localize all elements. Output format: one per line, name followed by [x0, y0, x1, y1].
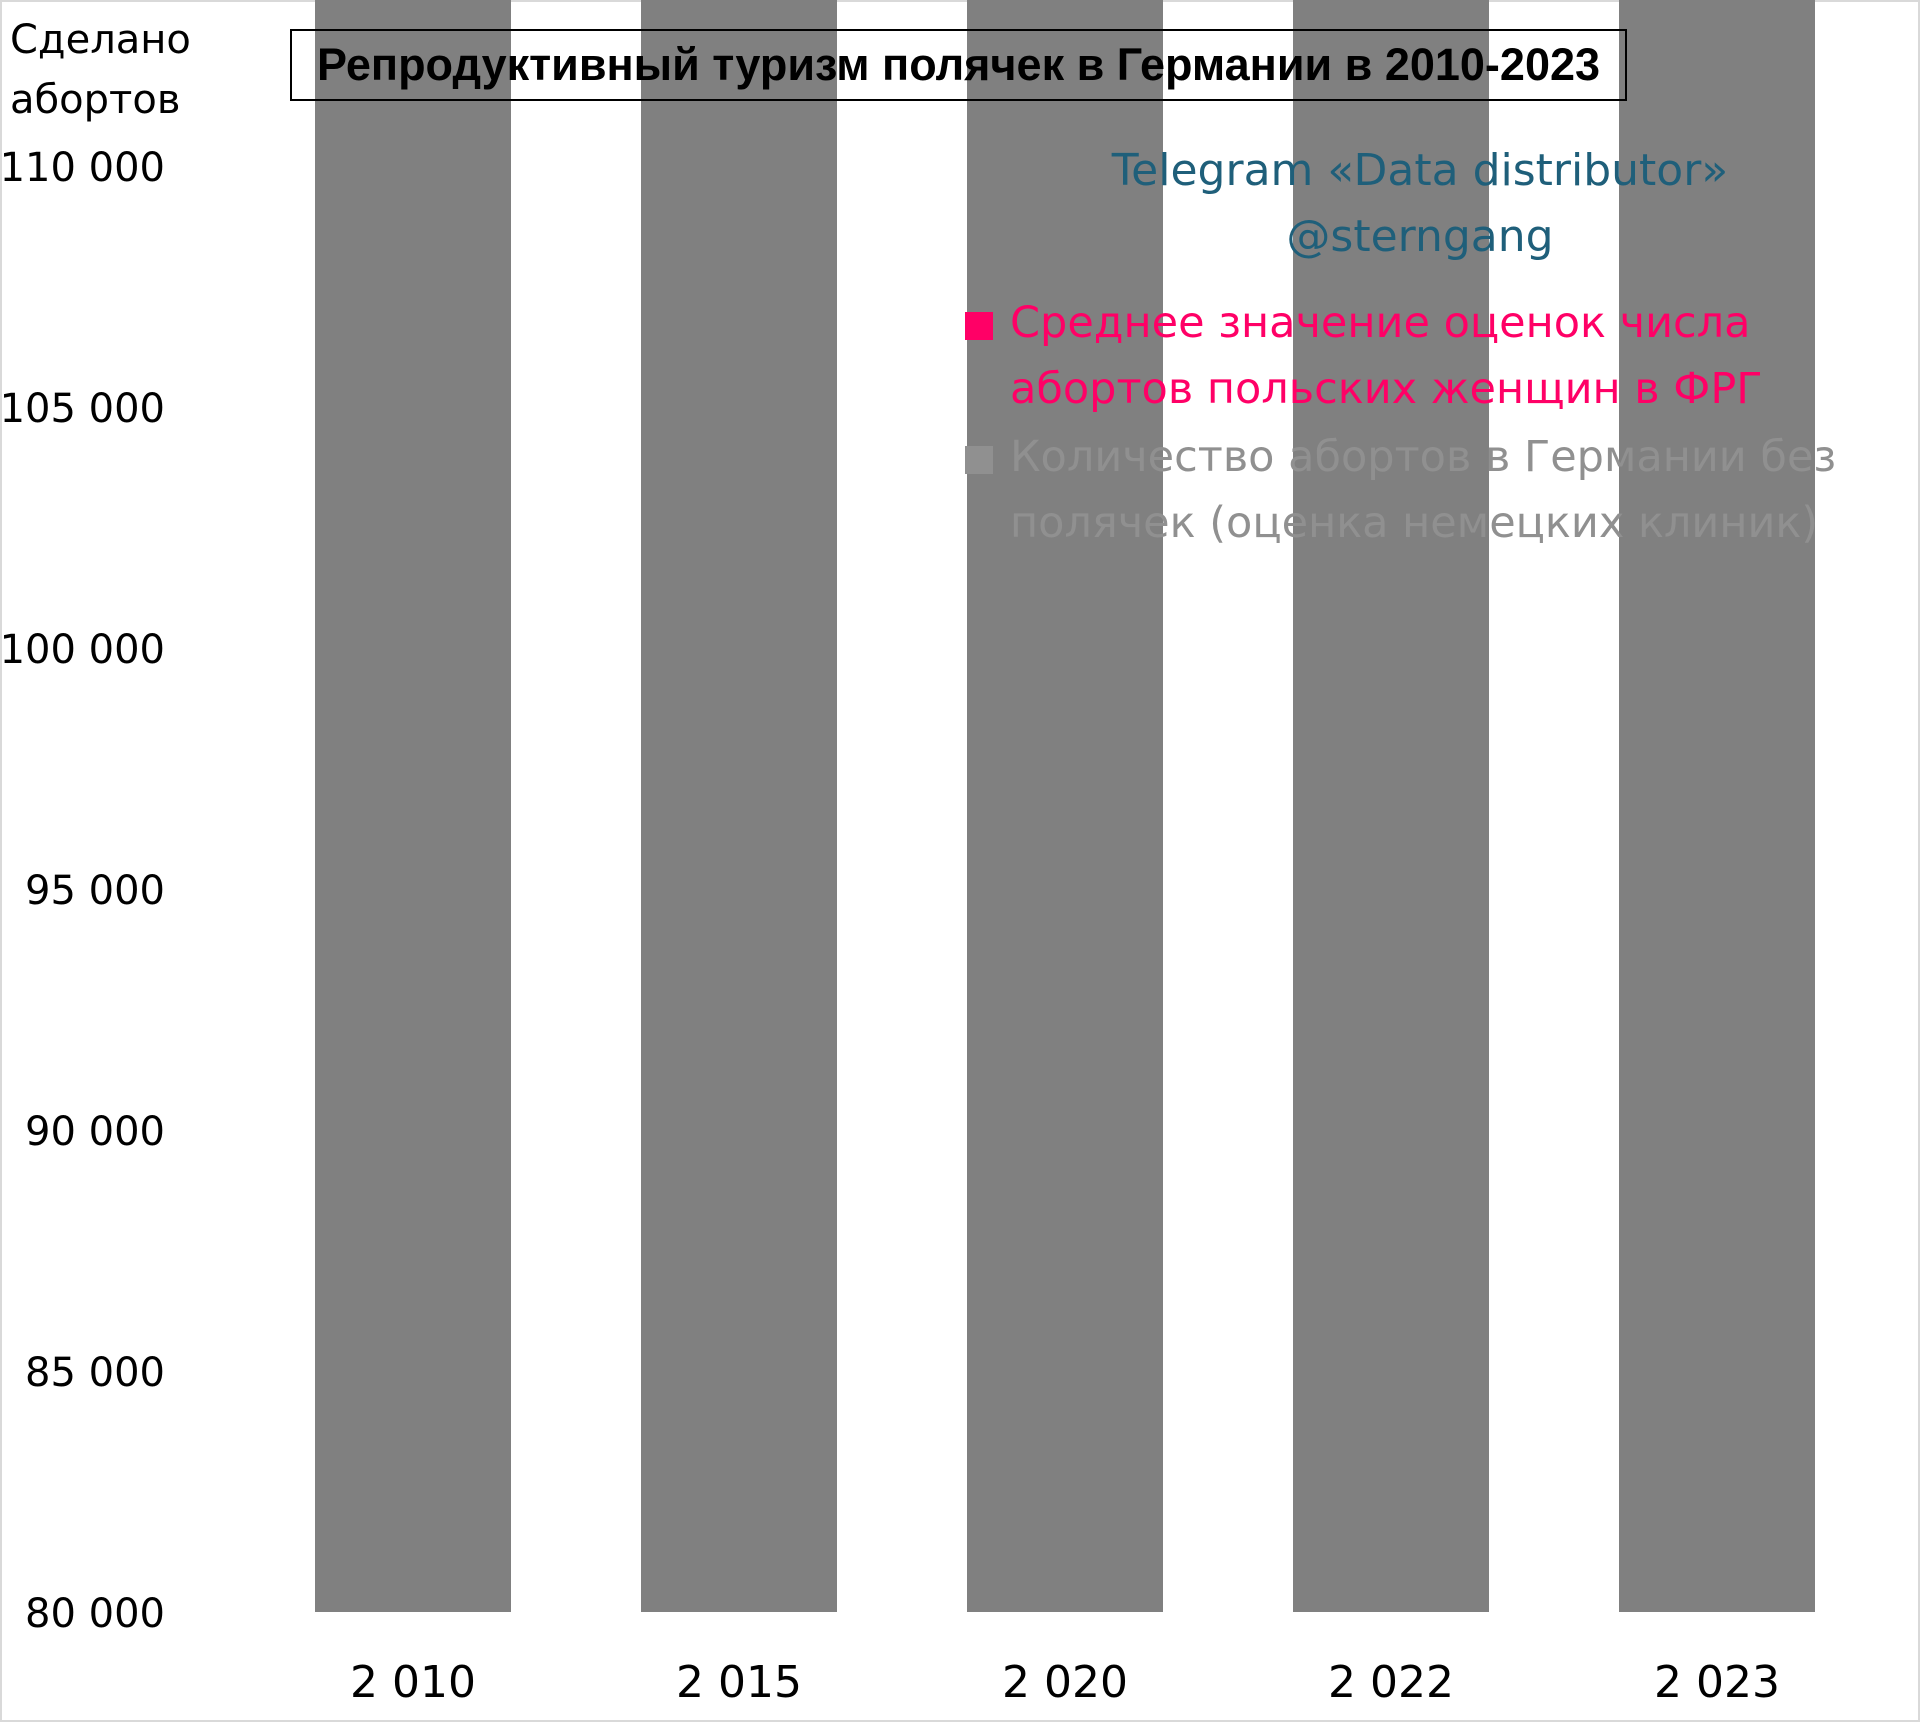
watermark-line-1: Telegram «Data distributor» — [1111, 145, 1729, 196]
y-tick-label: 85 000 — [25, 1350, 165, 1396]
legend-label-german: Количество абортов в Германии без поляче… — [1010, 432, 1837, 548]
bar-german — [1293, 0, 1489, 1612]
x-tick-label: 2 020 — [1002, 1657, 1128, 1708]
bar-german — [315, 0, 511, 1612]
y-tick-label: 95 000 — [25, 868, 165, 914]
y-tick-label: 105 000 — [0, 386, 165, 432]
legend-label-polish: Среднее значение оценок числа абортов по… — [1010, 298, 1763, 414]
x-tick-label: 2 010 — [350, 1657, 476, 1708]
y-tick-label: 100 000 — [0, 627, 165, 673]
y-tick-label: 90 000 — [25, 1109, 165, 1155]
bar-german — [1619, 0, 1815, 1612]
bar-german — [967, 0, 1163, 1612]
y-axis-label-line-1: Сделано — [10, 17, 191, 63]
legend-item-german: Количество абортов в Германии без поляче… — [960, 424, 1860, 556]
chart-title: Репродуктивный туризм полячек в Германии… — [290, 29, 1627, 101]
watermark: Telegram «Data distributor» @sterngang — [1060, 138, 1780, 270]
legend: Среднее значение оценок числа абортов по… — [960, 290, 1860, 558]
y-axis-label: Сделано абортов — [10, 10, 210, 130]
legend-item-polish: Среднее значение оценок числа абортов по… — [960, 290, 1860, 422]
legend-swatch-german — [965, 446, 993, 474]
y-tick-label: 110 000 — [0, 145, 165, 191]
y-axis-label-line-2: абортов — [10, 77, 181, 123]
watermark-line-2: @sterngang — [1286, 211, 1554, 262]
y-tick-label: 80 000 — [25, 1591, 165, 1637]
x-tick-label: 2 023 — [1654, 1657, 1780, 1708]
x-tick-label: 2 015 — [676, 1657, 802, 1708]
x-tick-label: 2 022 — [1328, 1657, 1454, 1708]
legend-swatch-polish — [965, 312, 993, 340]
bar-german — [641, 0, 837, 1612]
